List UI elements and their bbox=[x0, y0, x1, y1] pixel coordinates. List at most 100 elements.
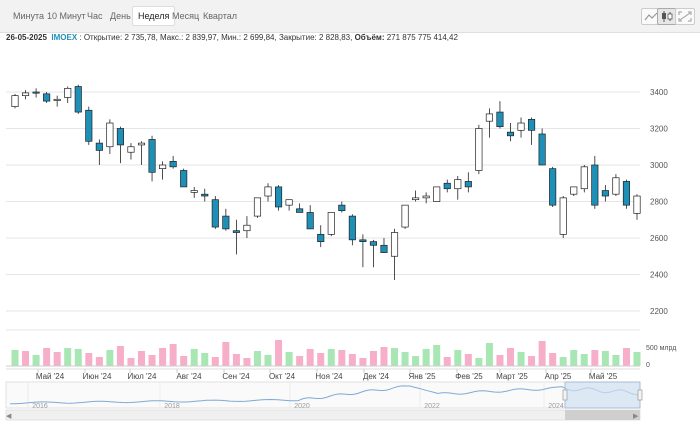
candle-down bbox=[380, 244, 388, 253]
candle-down bbox=[169, 161, 177, 168]
volume-bar-up bbox=[285, 352, 293, 366]
open-label: Открытие: bbox=[83, 33, 123, 42]
candle-down bbox=[348, 215, 356, 241]
navigator-year-labels: 2016 2018 2020 2022 2024 bbox=[27, 383, 564, 410]
navigator[interactable]: 2016 2018 2020 2022 2024 bbox=[5, 381, 643, 410]
volume-bar-up bbox=[612, 355, 620, 366]
candlestick-chart-icon[interactable] bbox=[657, 8, 677, 25]
candle-up bbox=[64, 87, 72, 98]
price-axis: 3400 3200 3000 2800 2600 2400 2200 bbox=[650, 88, 668, 316]
scrollbar-track bbox=[5, 409, 641, 421]
candle-up bbox=[190, 190, 198, 193]
candle-down bbox=[116, 128, 124, 146]
tab-2[interactable]: Час bbox=[87, 11, 103, 21]
volume-bar-down bbox=[348, 354, 356, 366]
volume-bar-down bbox=[53, 352, 61, 366]
volume-bar-up bbox=[422, 349, 430, 366]
navigator-year-label: 2022 bbox=[424, 403, 440, 410]
candle-up bbox=[327, 212, 335, 235]
candle-down bbox=[622, 181, 631, 206]
scroll-left-arrow-icon[interactable]: ◀ bbox=[6, 413, 12, 420]
period-toolbar: Минута 10 Минут Час День Неделя Месяц Квартал bbox=[0, 0, 700, 33]
tab-6[interactable]: Квартал bbox=[203, 11, 238, 21]
high-label: Макс.: bbox=[160, 33, 184, 42]
candle-down bbox=[275, 186, 283, 208]
volume-bar-down bbox=[180, 356, 188, 366]
x-tick-label: Сен '24 bbox=[222, 372, 250, 381]
candle-up bbox=[11, 95, 19, 107]
close-label: Закрытие: bbox=[278, 33, 317, 42]
candle-down bbox=[211, 199, 219, 228]
x-tick-label: Апр '25 bbox=[545, 372, 572, 381]
fullscreen-icon[interactable] bbox=[675, 8, 695, 25]
volume-bar-up bbox=[601, 351, 609, 366]
volume-bar-down bbox=[148, 355, 156, 366]
x-tick-label: Дек '24 bbox=[363, 372, 390, 381]
candle-down bbox=[549, 168, 557, 206]
horizontal-scrollbar[interactable]: ◀ ▶ bbox=[5, 409, 641, 421]
candle-up bbox=[127, 146, 135, 153]
candle-up bbox=[412, 197, 420, 201]
scrollbar-thumb[interactable] bbox=[565, 410, 640, 420]
candle-down bbox=[222, 215, 230, 230]
volume-bar-down bbox=[243, 358, 251, 366]
ohlc-info-line: 26-05-2025 IMOEX : Открытие: 2 735,78, М… bbox=[6, 33, 458, 42]
volume-axis-label: 500 млрд bbox=[646, 345, 676, 352]
volume-bar-down bbox=[538, 341, 546, 366]
volume-axis-zero: 0 bbox=[646, 362, 650, 369]
volume-bar-up bbox=[201, 353, 209, 366]
candle-up bbox=[243, 224, 251, 232]
tab-1[interactable]: 10 Минут bbox=[47, 11, 86, 21]
tab-4[interactable]: Неделя bbox=[132, 6, 176, 26]
candle-down bbox=[369, 241, 377, 246]
close-value: 2 828,83 bbox=[318, 33, 351, 42]
y-tick-label: 2800 bbox=[650, 198, 668, 207]
navigator-right-handle[interactable] bbox=[637, 389, 643, 401]
low-value: 2 699,84 bbox=[243, 33, 275, 42]
tab-5[interactable]: Месяц bbox=[172, 11, 200, 21]
volume-bar-up bbox=[190, 349, 198, 366]
navigator-year-label: 2024 bbox=[548, 403, 564, 410]
volume-bar-down bbox=[369, 351, 377, 366]
volume-bar-up bbox=[485, 343, 493, 366]
candle-down bbox=[32, 91, 40, 94]
volume-bar-down bbox=[169, 344, 177, 366]
candle-up bbox=[401, 204, 409, 228]
x-tick-label: Март '25 bbox=[496, 372, 528, 381]
volume-bar-down bbox=[232, 354, 240, 366]
volume-bar-down bbox=[443, 357, 451, 366]
scroll-right-arrow-icon[interactable]: ▶ bbox=[633, 413, 639, 420]
x-tick-label: Май '24 bbox=[36, 372, 65, 381]
x-tick-label: Фев '25 bbox=[455, 372, 483, 381]
candle-up bbox=[517, 122, 525, 131]
y-tick-label: 3200 bbox=[650, 125, 668, 134]
candle-up bbox=[285, 199, 293, 206]
candle-down bbox=[464, 181, 472, 188]
tab-3[interactable]: День bbox=[110, 11, 131, 21]
x-tick-label: Май '25 bbox=[589, 372, 618, 381]
volume-bar-up bbox=[454, 350, 462, 366]
volume-bar-down bbox=[306, 349, 314, 366]
y-tick-label: 2600 bbox=[650, 234, 668, 243]
volume-bar-up bbox=[32, 355, 40, 366]
price-grid bbox=[6, 91, 640, 331]
info-ticker: IMOEX bbox=[51, 33, 78, 42]
volume-series bbox=[11, 340, 641, 366]
line-chart-icon[interactable] bbox=[641, 8, 661, 25]
navigator-range-mask[interactable] bbox=[564, 381, 641, 409]
candle-up bbox=[433, 186, 441, 202]
tab-0[interactable]: Минута bbox=[13, 11, 45, 21]
candle-up bbox=[633, 195, 641, 214]
info-date: 26-05-2025 bbox=[6, 33, 47, 42]
volume-bar-down bbox=[116, 346, 124, 366]
candle-down bbox=[296, 208, 304, 213]
candle-down bbox=[591, 164, 599, 206]
volume-bar-down bbox=[380, 347, 388, 366]
candle-up bbox=[475, 128, 483, 171]
navigator-left-handle[interactable] bbox=[562, 389, 568, 401]
candle-up bbox=[106, 122, 114, 148]
candle-series bbox=[11, 84, 641, 280]
candle-down bbox=[95, 142, 103, 151]
volume-bar-up bbox=[580, 354, 588, 366]
